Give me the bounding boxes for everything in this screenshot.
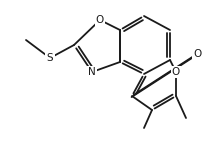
Text: S: S — [47, 53, 53, 63]
Text: O: O — [193, 49, 201, 59]
Text: O: O — [172, 67, 180, 77]
Text: O: O — [96, 15, 104, 25]
Text: N: N — [88, 67, 96, 77]
